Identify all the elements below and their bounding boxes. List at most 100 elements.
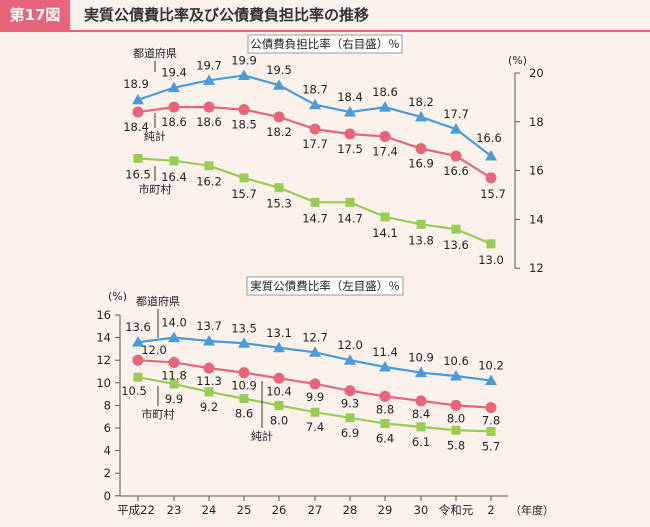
data-label-top-0-8: 18.2: [408, 95, 434, 109]
data-point-bottom-0-0: [132, 336, 144, 347]
data-label-bottom-1-2: 11.3: [196, 374, 222, 388]
data-point-top-2-2: [204, 161, 214, 171]
annotation-municipality-bottom: 市町村: [142, 407, 175, 421]
data-point-top-1-8: [415, 143, 427, 155]
data-point-bottom-2-4: [274, 400, 284, 410]
figure-header: 第17図 実質公債費比率及び公債費負担比率の推移: [0, 0, 650, 32]
data-point-top-1-0: [132, 106, 144, 118]
data-label-top-1-4: 18.2: [266, 125, 292, 139]
annotation-net-top: 純計: [144, 129, 166, 143]
data-label-bottom-2-10: 5.7: [482, 439, 500, 453]
data-label-top-2-6: 14.7: [337, 211, 363, 225]
data-label-top-2-0: 16.5: [125, 167, 151, 181]
y-tick-label-top-0: 12: [529, 261, 544, 275]
data-point-top-2-9: [451, 224, 461, 234]
data-label-top-1-6: 17.5: [337, 142, 363, 156]
data-point-top-1-4: [273, 111, 285, 123]
data-label-bottom-0-8: 10.9: [408, 351, 434, 365]
data-point-top-2-1: [169, 156, 179, 166]
data-label-bottom-0-0: 13.6: [125, 320, 151, 334]
x-tick-label-4: 26: [272, 503, 287, 517]
data-label-bottom-1-9: 8.0: [447, 411, 465, 425]
y-tick-label-top-2: 16: [529, 164, 544, 178]
data-label-top-0-3: 19.9: [231, 53, 257, 67]
data-point-bottom-2-10: [486, 426, 496, 436]
data-point-top-1-6: [344, 128, 356, 140]
y-tick-label-top-1: 14: [529, 212, 544, 226]
data-label-bottom-2-3: 8.6: [235, 407, 253, 421]
data-label-top-1-3: 18.5: [231, 118, 257, 132]
data-point-top-1-5: [309, 123, 321, 135]
data-point-bottom-0-6: [344, 354, 356, 365]
data-point-bottom-0-9: [450, 370, 462, 381]
data-point-bottom-1-10: [485, 402, 497, 414]
data-label-bottom-0-3: 13.5: [231, 321, 257, 335]
data-label-bottom-2-4: 8.0: [270, 413, 288, 427]
chart-title-bottom: 実質公債費比率（左目盛）％: [250, 279, 400, 293]
data-point-bottom-2-6: [345, 413, 355, 423]
annotation-net-bottom: 純計: [251, 429, 273, 443]
data-point-top-0-10: [485, 149, 497, 161]
data-label-bottom-2-6: 6.9: [341, 426, 359, 440]
data-label-top-1-1: 18.6: [161, 115, 187, 129]
data-point-top-0-4: [273, 79, 285, 90]
y-tick-label-bottom-8: 16: [96, 308, 111, 322]
y-tick-label-bottom-2: 4: [104, 444, 111, 458]
data-label-bottom-0-9: 10.6: [443, 354, 469, 368]
data-label-bottom-1-8: 8.4: [412, 407, 430, 421]
data-label-bottom-1-10: 7.8: [482, 414, 500, 428]
data-label-top-0-0: 18.9: [123, 77, 149, 91]
data-label-top-1-7: 17.4: [372, 144, 398, 158]
data-label-top-2-3: 15.7: [231, 187, 257, 201]
y-tick-label-bottom-0: 0: [104, 489, 111, 503]
header-divider: [0, 30, 650, 32]
annotation-prefecture-top: 都道府県: [133, 46, 177, 60]
data-label-top-0-1: 19.4: [161, 66, 187, 80]
data-label-top-2-9: 13.6: [443, 238, 469, 252]
data-label-bottom-1-6: 9.3: [341, 397, 359, 411]
chart-title-top: 公債費負担比率（右目盛）％: [250, 37, 400, 51]
data-point-top-0-9: [450, 123, 462, 134]
figure-label: 第17図: [0, 0, 70, 30]
x-tick-label-5: 27: [308, 503, 323, 517]
data-point-bottom-1-8: [415, 395, 427, 407]
data-label-top-1-0: 18.4: [123, 120, 149, 134]
data-point-bottom-1-3: [238, 367, 250, 379]
y-tick-label-bottom-1: 2: [104, 466, 111, 480]
data-label-top-2-4: 15.3: [266, 197, 292, 211]
data-point-top-0-7: [379, 101, 391, 112]
data-point-bottom-0-2: [203, 334, 215, 346]
data-label-top-0-9: 17.7: [443, 107, 469, 121]
data-point-top-1-2: [203, 101, 215, 113]
data-label-bottom-1-5: 9.9: [306, 390, 324, 404]
data-point-bottom-1-1: [168, 356, 180, 368]
data-label-bottom-0-1: 14.0: [161, 316, 187, 330]
data-label-bottom-0-6: 12.0: [337, 338, 363, 352]
data-point-bottom-2-5: [310, 407, 320, 417]
data-label-top-1-10: 15.7: [480, 187, 506, 201]
data-label-bottom-2-7: 6.4: [376, 431, 394, 445]
x-tick-label-8: 30: [414, 503, 429, 517]
data-label-bottom-2-9: 5.8: [447, 438, 465, 452]
data-point-top-2-10: [486, 239, 496, 249]
data-label-top-2-10: 13.0: [478, 253, 504, 267]
data-point-bottom-0-4: [273, 341, 285, 353]
data-point-top-2-6: [345, 197, 355, 207]
y-axis-unit-top: (%): [508, 54, 527, 67]
y-axis-unit-bottom: (%): [108, 290, 127, 303]
data-label-bottom-0-5: 12.7: [302, 330, 328, 344]
data-point-bottom-1-9: [450, 399, 462, 411]
chart-title-box-top: [247, 34, 403, 54]
data-point-bottom-1-4: [273, 372, 285, 384]
data-point-bottom-1-6: [344, 385, 356, 397]
data-point-bottom-1-7: [379, 390, 391, 402]
data-point-bottom-0-10: [485, 374, 497, 386]
data-point-top-1-10: [485, 172, 497, 184]
data-label-top-0-4: 19.5: [266, 63, 292, 77]
data-label-bottom-0-4: 13.1: [266, 326, 292, 340]
y-tick-label-top-3: 18: [529, 115, 544, 129]
annotation-municipality-top: 市町村: [139, 182, 172, 196]
data-point-bottom-2-0: [133, 372, 143, 382]
data-label-top-1-2: 18.6: [196, 115, 222, 129]
